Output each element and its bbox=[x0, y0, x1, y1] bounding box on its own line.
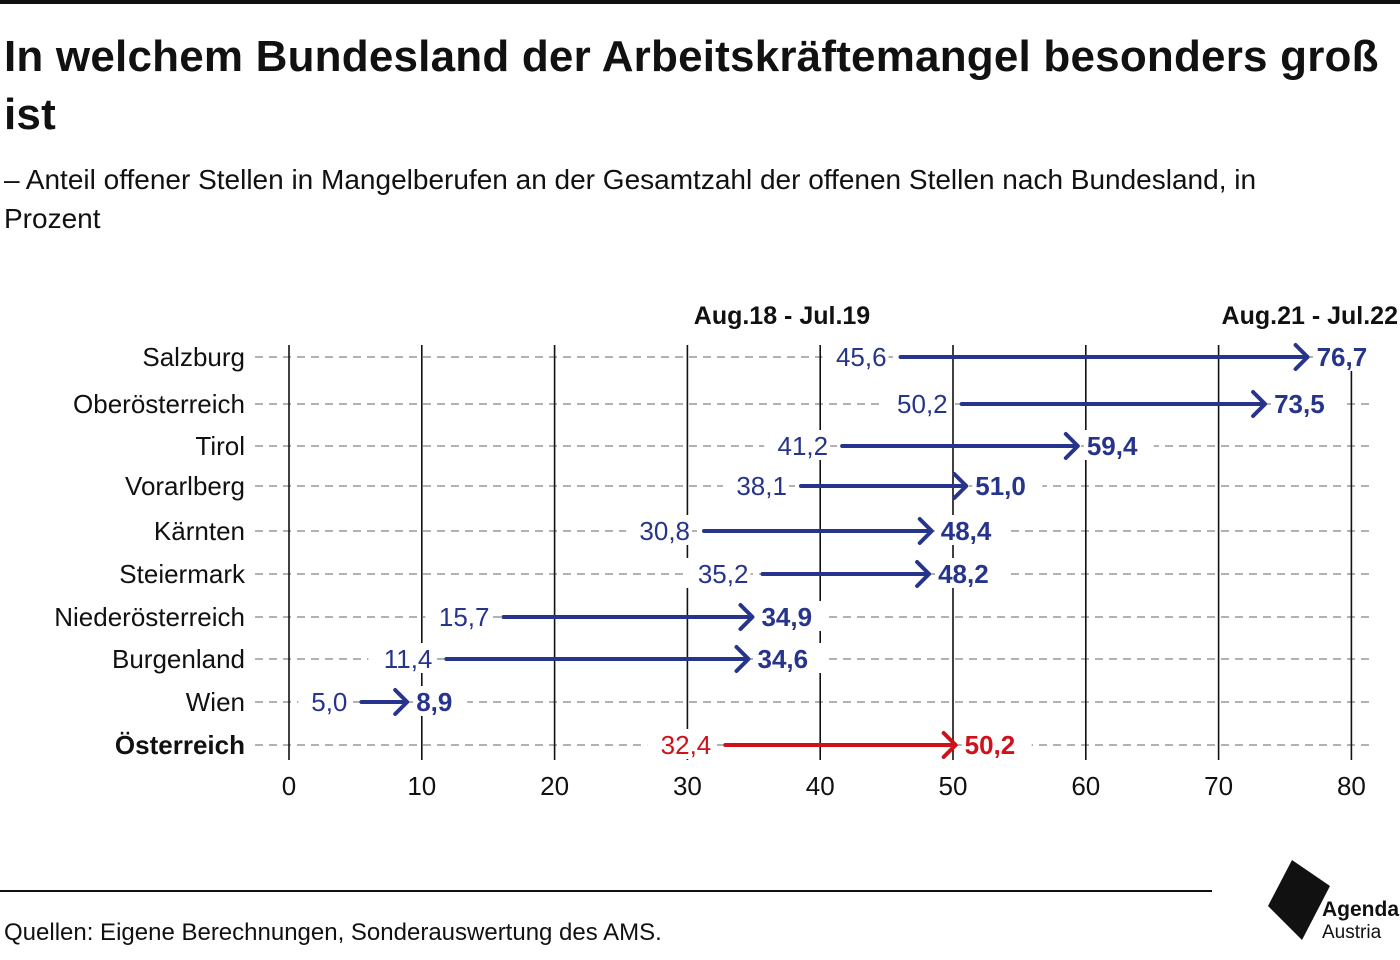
category-label: Tirol bbox=[195, 431, 245, 461]
x-tick-label: 80 bbox=[1337, 771, 1366, 801]
start-label-bg bbox=[764, 430, 831, 460]
end-value-label: 73,5 bbox=[1274, 389, 1325, 419]
arrow-head bbox=[738, 603, 755, 631]
x-tick-label: 70 bbox=[1204, 771, 1233, 801]
start-label-bg bbox=[722, 470, 789, 500]
end-value-label: 59,4 bbox=[1087, 431, 1138, 461]
category-label: Österreich bbox=[115, 730, 245, 760]
arrow-head bbox=[941, 731, 958, 759]
end-value-label: 51,0 bbox=[975, 471, 1026, 501]
category-label: Oberösterreich bbox=[73, 389, 245, 419]
end-label-bg bbox=[961, 729, 1032, 759]
start-value-label: 35,2 bbox=[698, 559, 749, 589]
end-label-bg bbox=[754, 643, 825, 673]
x-tick-label: 10 bbox=[407, 771, 436, 801]
start-value-label: 15,7 bbox=[439, 602, 490, 632]
logo-subname: Austria bbox=[1322, 922, 1382, 943]
arrow-head bbox=[393, 688, 410, 716]
source-note: Quellen: Eigene Berechnungen, Sonderausw… bbox=[4, 919, 662, 946]
start-label-bg bbox=[298, 686, 350, 716]
start-label-bg bbox=[822, 341, 889, 371]
category-label: Vorarlberg bbox=[125, 471, 245, 501]
start-value-label: 41,2 bbox=[778, 431, 829, 461]
category-label: Wien bbox=[186, 687, 245, 717]
end-label-bg bbox=[935, 558, 1006, 588]
end-value-label: 48,4 bbox=[941, 516, 992, 546]
end-value-label: 50,2 bbox=[965, 730, 1016, 760]
arrow-head bbox=[915, 560, 932, 588]
start-label-bg bbox=[883, 388, 950, 418]
x-tick-label: 50 bbox=[939, 771, 968, 801]
end-label-bg bbox=[413, 686, 468, 716]
logo-mark-icon bbox=[1268, 860, 1330, 940]
start-value-label: 45,6 bbox=[836, 342, 887, 372]
category-label: Salzburg bbox=[142, 342, 245, 372]
start-label-bg bbox=[684, 558, 751, 588]
end-label-bg bbox=[972, 470, 1043, 500]
x-tick-label: 40 bbox=[806, 771, 835, 801]
arrow-head bbox=[1063, 432, 1080, 460]
x-tick-label: 60 bbox=[1071, 771, 1100, 801]
start-value-label: 50,2 bbox=[897, 389, 948, 419]
arrow-head bbox=[917, 517, 934, 545]
category-label: Steiermark bbox=[119, 559, 246, 589]
start-value-label: 30,8 bbox=[639, 516, 690, 546]
arrow-head bbox=[1251, 390, 1268, 418]
end-label-bg bbox=[1271, 388, 1342, 418]
arrow-head bbox=[734, 645, 751, 673]
x-tick-label: 20 bbox=[540, 771, 569, 801]
end-label-bg bbox=[758, 601, 829, 631]
end-value-label: 8,9 bbox=[416, 687, 452, 717]
arrow-head bbox=[1293, 343, 1310, 371]
end-label-bg bbox=[1313, 341, 1384, 371]
start-value-label: 38,1 bbox=[736, 471, 787, 501]
top-rule bbox=[0, 0, 1400, 4]
end-value-label: 48,2 bbox=[938, 559, 989, 589]
end-label-bg bbox=[937, 515, 1008, 545]
series-label-end: Aug.21 - Jul.22 bbox=[1222, 302, 1398, 330]
start-label-bg bbox=[626, 515, 693, 545]
arrow-head bbox=[952, 472, 969, 500]
category-label: Niederösterreich bbox=[54, 602, 245, 632]
agenda-austria-logo: Agenda Austria bbox=[1262, 856, 1400, 956]
x-tick-label: 30 bbox=[673, 771, 702, 801]
category-label: Burgenland bbox=[112, 644, 245, 674]
chart-subtitle: – Anteil offener Stellen in Mangelberufe… bbox=[4, 164, 1257, 234]
labels: 0 10 20 30 40 50 60 70 80 Aug.18 - Jul.19 Aug.21 -… bbox=[54, 302, 1398, 801]
start-label-bg bbox=[425, 601, 492, 631]
end-label-bg bbox=[1083, 430, 1154, 460]
series-label-start: Aug.18 - Jul.19 bbox=[694, 302, 870, 330]
start-label-bg bbox=[368, 643, 435, 673]
chart-title: In welchem Bundesland der Arbeitskräftem… bbox=[4, 32, 1379, 139]
start-value-label: 5,0 bbox=[311, 687, 347, 717]
logo-name: Agenda bbox=[1322, 898, 1400, 921]
end-value-label: 34,9 bbox=[761, 602, 812, 632]
footer-rule bbox=[0, 890, 1212, 892]
start-value-label: 32,4 bbox=[661, 730, 712, 760]
category-label: Kärnten bbox=[154, 516, 245, 546]
x-tick-label: 0 bbox=[282, 771, 296, 801]
arrow-chart: 0 10 20 30 40 50 60 70 80 Aug.18 - Jul.19 Aug.21 -… bbox=[54, 302, 1398, 801]
start-label-bg bbox=[647, 729, 714, 759]
end-value-label: 34,6 bbox=[757, 644, 808, 674]
start-value-label: 11,4 bbox=[384, 644, 433, 674]
arrows bbox=[359, 343, 1310, 759]
end-value-label: 76,7 bbox=[1317, 342, 1368, 372]
